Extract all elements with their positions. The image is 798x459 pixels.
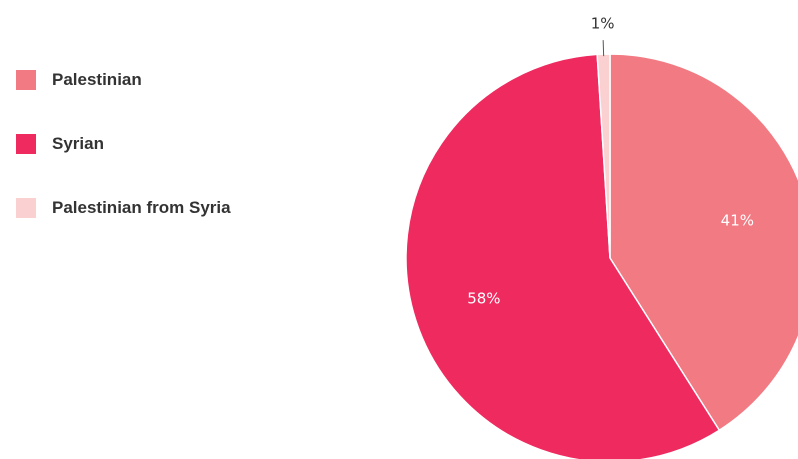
legend-item-palestinian-from-syria: Palestinian from Syria	[16, 196, 231, 220]
chart-legend: Palestinian Syrian Palestinian from Syri…	[16, 68, 231, 260]
data-label-palestinian-from-syria: 1%	[591, 15, 615, 33]
legend-label-palestinian: Palestinian	[52, 70, 142, 89]
legend-label-syrian: Syrian	[52, 134, 104, 153]
legend-item-palestinian: Palestinian	[16, 68, 231, 92]
data-label-syrian: 58%	[467, 289, 500, 307]
pie-slice-palestinian	[609, 53, 798, 432]
legend-swatch-syrian	[16, 134, 36, 154]
legend-label-palestinian-from-syria: Palestinian from Syria	[52, 198, 231, 217]
legend-item-syrian: Syrian	[16, 132, 231, 156]
data-label-palestinian: 41%	[721, 212, 754, 230]
pie-slice-syrian	[405, 53, 721, 459]
legend-swatch-palestinian	[16, 70, 36, 90]
legend-swatch-palestinian-from-syria	[16, 198, 36, 218]
leader-line-palestinian-from-syria	[602, 40, 605, 57]
